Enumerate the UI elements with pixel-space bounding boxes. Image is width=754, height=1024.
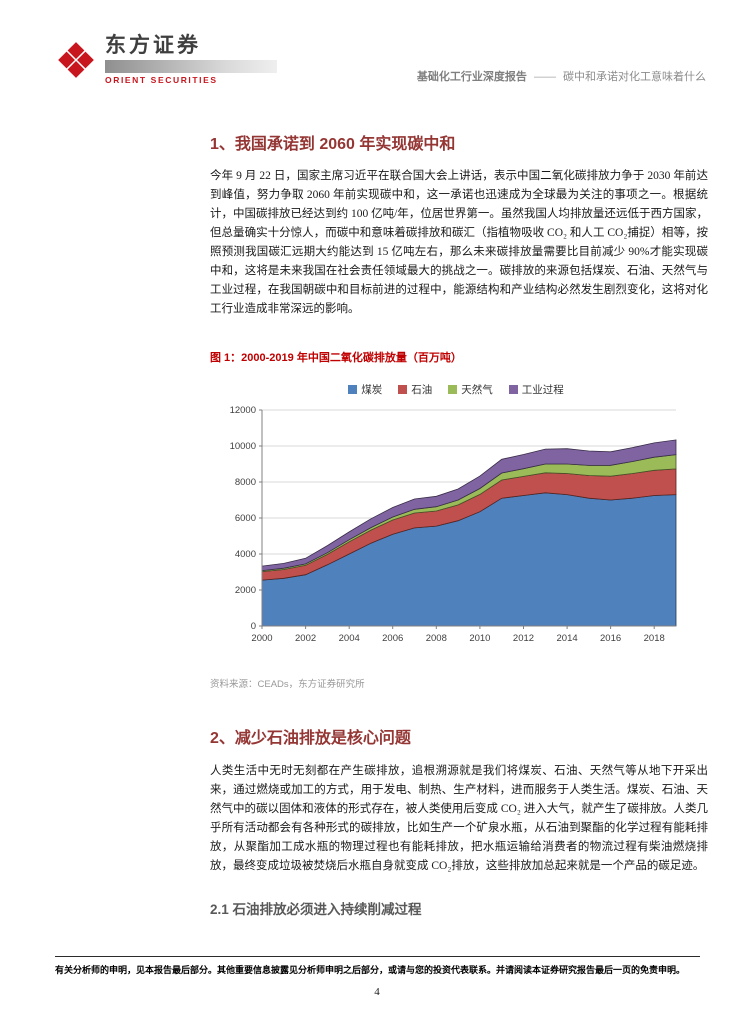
svg-text:2016: 2016 [600,633,621,644]
figure-1-caption: 图 1：2000-2019 年中国二氧化碳排放量（百万吨） [210,352,462,364]
legend-swatch [448,385,458,394]
section-1-title: 1、我国承诺到 2060 年实现碳中和 [210,136,456,153]
legend-item: 天然气 [448,382,493,397]
svg-text:2006: 2006 [382,633,403,644]
legend-swatch [348,385,358,394]
header-separator-dash: —— [533,71,556,83]
svg-text:2002: 2002 [295,633,316,644]
svg-text:10000: 10000 [230,441,256,452]
brand-gradient-bar [105,60,277,73]
emissions-chart: 0 2000 4000 6000 8000 10000 12000 2000 2002 2004 2… [216,402,696,651]
svg-text:2014: 2014 [557,633,578,644]
svg-text:2018: 2018 [644,633,665,644]
section-2-body: 人类生活中无时无刻都在产生碳排放，追根溯源就是我们将煤炭、石油、天然气等从地下开… [210,765,708,872]
svg-text:4000: 4000 [235,549,256,560]
section-1-body: 今年 9 月 22 日，国家主席习近平在联合国大会上讲话，表示中国二氧化碳排放力… [210,170,708,315]
legend-swatch [398,385,408,394]
svg-text:2004: 2004 [339,633,360,644]
figure-1-source: 资料来源：CEADs，东方证券研究所 [210,679,365,690]
brand-diamond-icon [58,41,94,78]
brand-logo: 东方证券 ORIENT SECURITIES [55,34,277,85]
page-number: 4 [374,986,380,998]
svg-text:0: 0 [251,621,256,632]
svg-text:2000: 2000 [235,585,256,596]
svg-text:2010: 2010 [469,633,490,644]
svg-text:2000: 2000 [251,633,272,644]
page-header: 东方证券 ORIENT SECURITIES 基础化工行业深度报告 —— 碳中和… [55,34,706,90]
legend-item: 石油 [398,382,432,397]
svg-text:6000: 6000 [235,513,256,524]
legend-item: 煤炭 [348,382,382,397]
report-header-meta: 基础化工行业深度报告 —— 碳中和承诺对化工意味着什么 [417,68,706,84]
legend-swatch [508,385,518,394]
footer-disclaimer: 有关分析师的申明，见本报告最后部分。其他重要信息披露见分析师申明之后部分，或请与… [55,956,700,976]
svg-text:2008: 2008 [426,633,447,644]
section-2-title: 2、减少石油排放是核心问题 [210,730,411,747]
brand-name-en: ORIENT SECURITIES [105,75,218,85]
report-type: 基础化工行业深度报告 [416,71,527,83]
brand-text-block: 东方证券 ORIENT SECURITIES [105,34,277,85]
svg-text:2012: 2012 [513,633,534,644]
section-2-1-title: 2.1 石油排放必须进入持续削减过程 [210,902,422,917]
legend-item: 工业过程 [508,382,564,397]
svg-text:12000: 12000 [230,405,256,416]
svg-text:8000: 8000 [235,477,256,488]
chart-legend: 煤炭 石油 天然气 工业过程 [216,382,696,397]
figure-1: 煤炭 石油 天然气 工业过程 0 2000 4000 6000 8000 10000 12000 2… [216,382,696,651]
brand-name-cn: 东方证券 [105,34,201,57]
report-title: 碳中和承诺对化工意味着什么 [563,71,706,83]
